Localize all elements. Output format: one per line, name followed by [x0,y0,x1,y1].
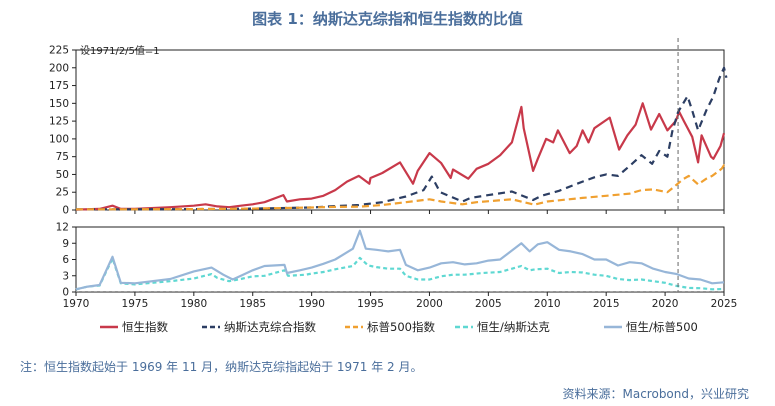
top-ytick-label: 75 [56,151,69,163]
xtick-label: 2010 [534,298,561,310]
bottom-ytick-label: 6 [62,254,69,266]
xtick-label: 1990 [298,298,325,310]
legend-label-spx: 标普500指数 [367,320,435,334]
series-line-hsi_ndx [75,256,725,291]
top-ytick-label: 125 [49,116,69,128]
source-credit: 资料来源：Macrobond，兴业研究 [562,387,750,401]
legend-label-ndx: 纳斯达克综合指数 [224,320,316,334]
bottom-ytick-label: 3 [62,270,69,282]
series-line-spx [76,164,727,211]
top-ytick-label: 0 [62,205,69,217]
bottom-ytick-label: 0 [62,287,69,299]
top-ytick-label: 25 [56,187,69,199]
chart-title: 图表 1：纳斯达克综指和恒生指数的比值 [252,10,523,28]
top-ytick-label: 225 [49,45,69,57]
top-ytick-label: 150 [49,98,69,110]
xtick-label: 1985 [239,298,266,310]
xtick-label: 1995 [357,298,384,310]
bottom-plot-frame [75,226,725,293]
top-ytick-label: 50 [56,169,69,181]
top-plot-frame [75,49,725,211]
legend-label-hsi_spx: 恒生/标普500 [626,320,698,334]
bottom-ytick-label: 12 [56,222,69,234]
bottom-ytick-label: 9 [62,238,69,250]
series-line-hsi [75,102,726,211]
footnote: 注：恒生指数起始于 1969 年 11 月，纳斯达克综指起始于 1971 年 2… [20,360,423,374]
xtick-label: 2025 [711,298,738,310]
xtick-label: 2020 [652,298,679,310]
xtick-label: 2000 [416,298,443,310]
series-line-ndx [76,66,728,211]
xtick-label: 1980 [180,298,207,310]
legend-label-hsi: 恒生指数 [122,320,168,334]
top-ytick-label: 175 [49,80,69,92]
series-line-hsi_spx [75,229,725,291]
top-ytick-label: 100 [49,133,69,145]
xtick-label: 2005 [475,298,502,310]
xtick-label: 1970 [63,298,90,310]
xtick-label: 1975 [122,298,149,310]
xtick-label: 2015 [593,298,620,310]
legend-label-hsi_ndx: 恒生/纳斯达克 [477,320,550,334]
top-ytick-label: 200 [49,62,69,74]
base-annotation: 设1971/2/5值=1 [80,44,160,57]
